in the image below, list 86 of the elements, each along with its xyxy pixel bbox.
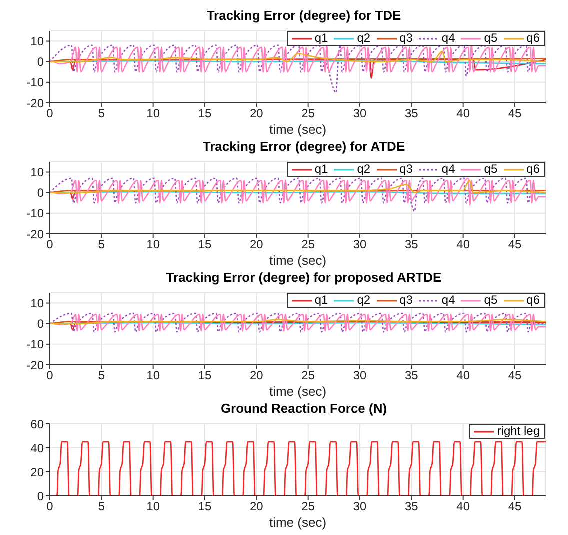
y-tick-label: 0 (37, 489, 44, 504)
legend-label: q5 (484, 31, 498, 45)
y-tick-label: 10 (30, 34, 44, 49)
x-tick-label: 20 (250, 368, 264, 383)
y-tick-label: -10 (26, 206, 44, 221)
x-tick-label: 40 (456, 106, 470, 121)
x-tick-label: 35 (404, 500, 419, 514)
legend-label: q3 (400, 293, 413, 307)
chart-title: Tracking Error (degree) for ATDE (202, 139, 406, 154)
y-tick-label: -10 (26, 76, 44, 90)
y-tick-label: 10 (30, 166, 44, 180)
legend-label: q2 (357, 31, 371, 45)
x-tick-label: 15 (198, 106, 212, 121)
x-axis-title: time (sec) (269, 122, 327, 137)
chart-title: Tracking Error (degree) for proposed ARTDE (165, 270, 443, 285)
y-tick-label: 0 (37, 317, 44, 332)
x-tick-label: 30 (353, 368, 367, 383)
x-tick-label: 40 (456, 368, 470, 383)
x-tick-label: 15 (198, 238, 212, 252)
x-tick-label: 40 (456, 500, 470, 514)
x-tick-label: 5 (98, 500, 106, 514)
x-axis-title: time (sec) (269, 253, 327, 268)
legend-label: q2 (357, 162, 371, 176)
x-tick-label: 10 (146, 500, 160, 514)
y-tick-label: 0 (37, 186, 44, 200)
x-tick-label: 15 (198, 368, 212, 383)
x-tick-label: 0 (46, 106, 54, 121)
x-tick-label: 25 (302, 368, 316, 383)
legend-label: q5 (484, 293, 498, 307)
x-tick-label: 45 (508, 106, 522, 121)
y-tick-label: 0 (37, 55, 44, 70)
legend-label: q6 (526, 31, 540, 45)
y-tick-label: -10 (26, 338, 44, 352)
chart-title: Ground Reaction Force (N) (220, 401, 388, 416)
legend-label: q1 (314, 162, 328, 176)
x-tick-label: 45 (508, 368, 522, 383)
legend-label: q4 (442, 31, 456, 45)
x-tick-label: 25 (302, 238, 316, 252)
legend-label: q4 (442, 293, 456, 307)
y-tick-label: 60 (30, 417, 44, 432)
x-tick-label: 5 (98, 368, 106, 383)
line-series (50, 50, 546, 63)
x-tick-label: 15 (198, 500, 212, 514)
x-tick-label: 40 (456, 238, 470, 252)
x-tick-label: 20 (250, 238, 264, 252)
legend-label: right leg (497, 424, 540, 438)
x-tick-label: 0 (46, 238, 54, 252)
x-tick-label: 5 (98, 238, 106, 252)
x-tick-label: 45 (508, 500, 522, 514)
legend-label: q1 (314, 31, 328, 45)
x-tick-label: 35 (404, 238, 419, 252)
y-tick-label: 20 (30, 465, 44, 480)
y-tick-label: -20 (26, 96, 44, 110)
x-tick-label: 10 (146, 368, 160, 383)
y-tick-label: 10 (30, 296, 44, 311)
x-tick-label: 35 (404, 368, 419, 383)
legend-label: q6 (526, 293, 540, 307)
legend-label: q5 (484, 162, 498, 176)
legend-label: q2 (357, 293, 371, 307)
y-tick-label: -20 (26, 227, 44, 242)
legend-label: q3 (400, 31, 413, 45)
x-tick-label: 30 (353, 500, 367, 514)
x-axis-title: time (sec) (269, 384, 327, 399)
x-tick-label: 10 (146, 106, 160, 121)
x-tick-label: 25 (302, 106, 316, 121)
x-tick-label: 5 (98, 106, 106, 121)
x-tick-label: 0 (46, 368, 54, 383)
legend-label: q4 (442, 162, 456, 176)
legend-label: q6 (526, 162, 540, 176)
x-tick-label: 30 (353, 238, 367, 252)
x-tick-label: 45 (508, 238, 522, 252)
line-series (50, 178, 546, 206)
x-tick-label: 20 (250, 500, 264, 514)
legend-label: q1 (314, 293, 328, 307)
chart-title: Tracking Error (degree) for TDE (206, 8, 402, 23)
legend-label: q3 (400, 162, 413, 176)
x-axis-title: time (sec) (269, 515, 327, 530)
y-tick-label: -20 (26, 358, 44, 372)
x-tick-label: 35 (404, 106, 419, 121)
x-tick-label: 20 (250, 106, 264, 121)
x-tick-label: 0 (46, 500, 54, 514)
y-tick-label: 40 (30, 441, 44, 456)
x-tick-label: 25 (302, 500, 316, 514)
line-series (50, 180, 546, 194)
x-tick-label: 10 (146, 238, 160, 252)
x-tick-label: 30 (353, 106, 367, 121)
